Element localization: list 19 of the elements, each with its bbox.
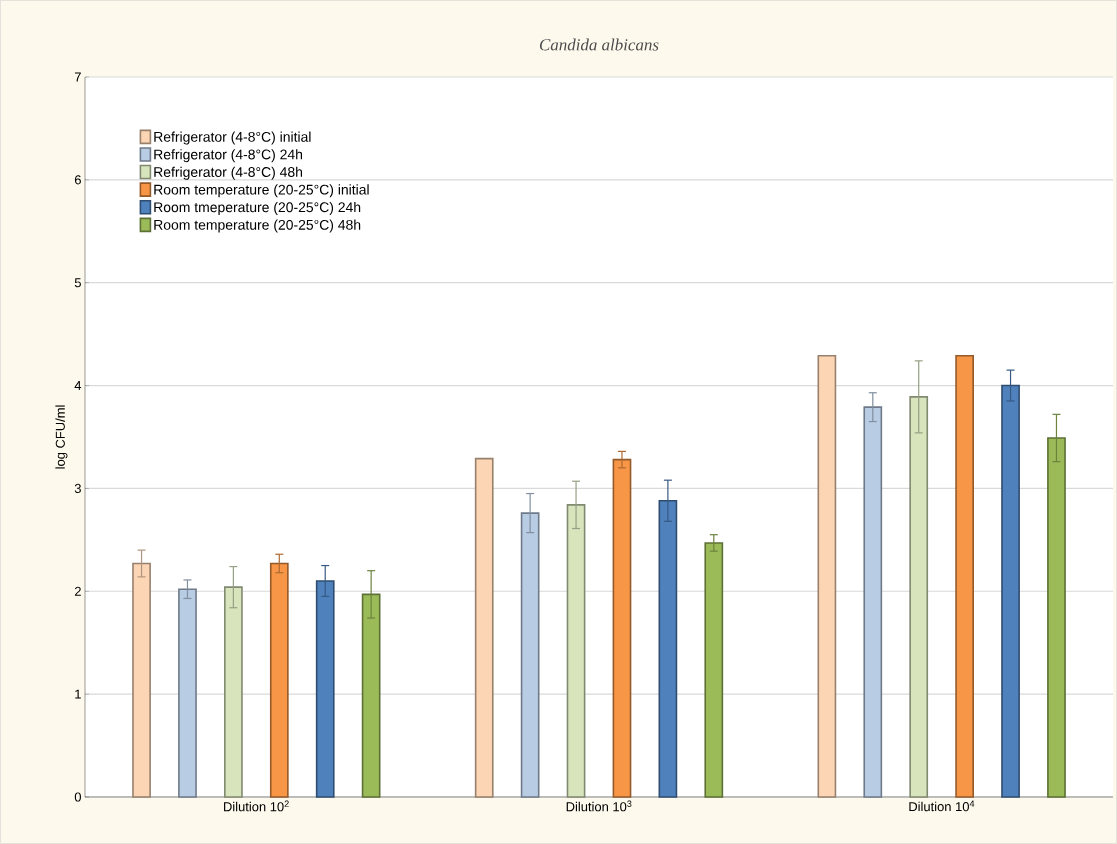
- legend-label: Room tmeperature (20-25°C) 24h: [154, 201, 361, 215]
- y-tick-label: 0: [74, 792, 81, 802]
- legend-label: Refrigerator (4-8°C) 48h: [154, 166, 303, 180]
- y-tick-label: 4: [74, 381, 82, 391]
- y-tick-label: 6: [74, 175, 81, 185]
- legend-label: Room temperature (20-25°C) 48h: [154, 219, 361, 233]
- x-tick-label: Dilution 10$^{2}$: [224, 800, 289, 812]
- legend-label: Room temperature (20-25°C) initial: [154, 184, 369, 198]
- y-tick-label: 5: [74, 278, 81, 288]
- x-tick-label: Dilution 10$^{3}$: [566, 800, 632, 812]
- y-axis-title: log CFU/ml: [55, 405, 68, 469]
- legend-label: Refrigerator (4-8°C) initial: [154, 131, 311, 145]
- x-tick-label: Dilution 10$^{4}$: [909, 800, 975, 812]
- chart-title: Candida albicans: [539, 38, 659, 51]
- legend-label: Refrigerator (4-8°C) 24h: [154, 149, 303, 163]
- y-tick-label: 7: [74, 72, 81, 82]
- y-tick-label: 1: [75, 689, 81, 699]
- y-tick-label: 3: [74, 483, 81, 493]
- y-tick-label: 2: [74, 586, 81, 596]
